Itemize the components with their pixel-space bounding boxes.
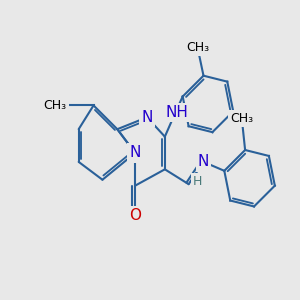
Text: H: H bbox=[193, 175, 202, 188]
Text: N: N bbox=[198, 154, 209, 169]
Text: CH₃: CH₃ bbox=[44, 99, 67, 112]
Text: O: O bbox=[129, 208, 141, 223]
Text: NH: NH bbox=[165, 105, 188, 120]
Text: N: N bbox=[130, 146, 141, 160]
Text: CH₃: CH₃ bbox=[231, 112, 254, 125]
Text: N: N bbox=[141, 110, 153, 125]
Text: CH₃: CH₃ bbox=[186, 41, 209, 54]
